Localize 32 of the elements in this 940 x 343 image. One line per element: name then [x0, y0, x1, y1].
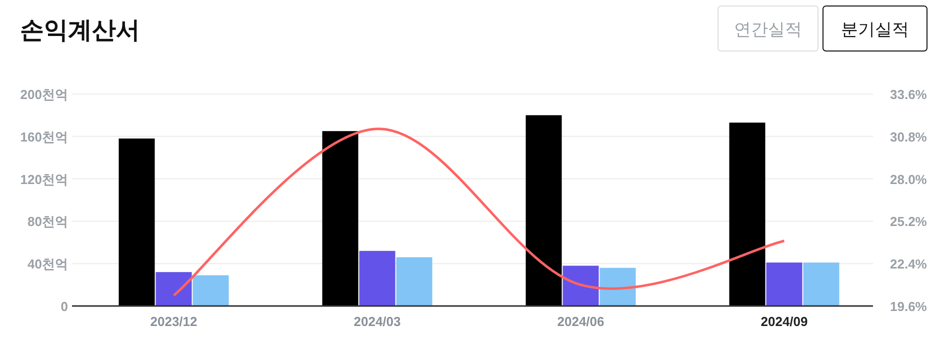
chart-title: 손익계산서: [20, 17, 140, 44]
x-tick-label: 2024/03: [354, 314, 401, 329]
bar: [729, 122, 766, 306]
y-tick-label: 0: [60, 299, 68, 314]
y2-tick-label: 30.8%: [890, 129, 928, 144]
y-tick-label: 160천억: [20, 129, 68, 144]
y2-tick-label: 28.0%: [890, 172, 928, 187]
bar: [803, 262, 840, 306]
y2-tick-label: 22.4%: [890, 256, 928, 272]
button: 분기실적: [822, 6, 928, 52]
bar: [322, 131, 358, 306]
x-tick-label: 2024/06: [557, 314, 604, 329]
bar: [156, 272, 192, 306]
y-tick-label: 80천억: [28, 214, 68, 230]
bar: [526, 115, 562, 306]
bar: [600, 268, 636, 306]
y-tick-label: 40천억: [28, 256, 68, 272]
line-series: [172, 128, 786, 297]
bar: [192, 275, 229, 306]
y2-tick-label: 25.2%: [890, 214, 928, 230]
bar: [396, 257, 432, 306]
x-tick-label: 2023/12: [150, 314, 198, 329]
bar: [118, 138, 155, 306]
x-tick-label: 2024/09: [760, 314, 808, 329]
y2-tick-label: 19.6%: [890, 299, 928, 314]
button: 연간실적: [718, 6, 818, 52]
bar: [766, 262, 802, 306]
y-tick-label: 120천억: [20, 172, 68, 187]
bar: [359, 250, 396, 306]
y-tick-label: 200천억: [20, 87, 68, 102]
y2-tick-label: 33.6%: [890, 87, 928, 102]
bar: [562, 266, 599, 306]
